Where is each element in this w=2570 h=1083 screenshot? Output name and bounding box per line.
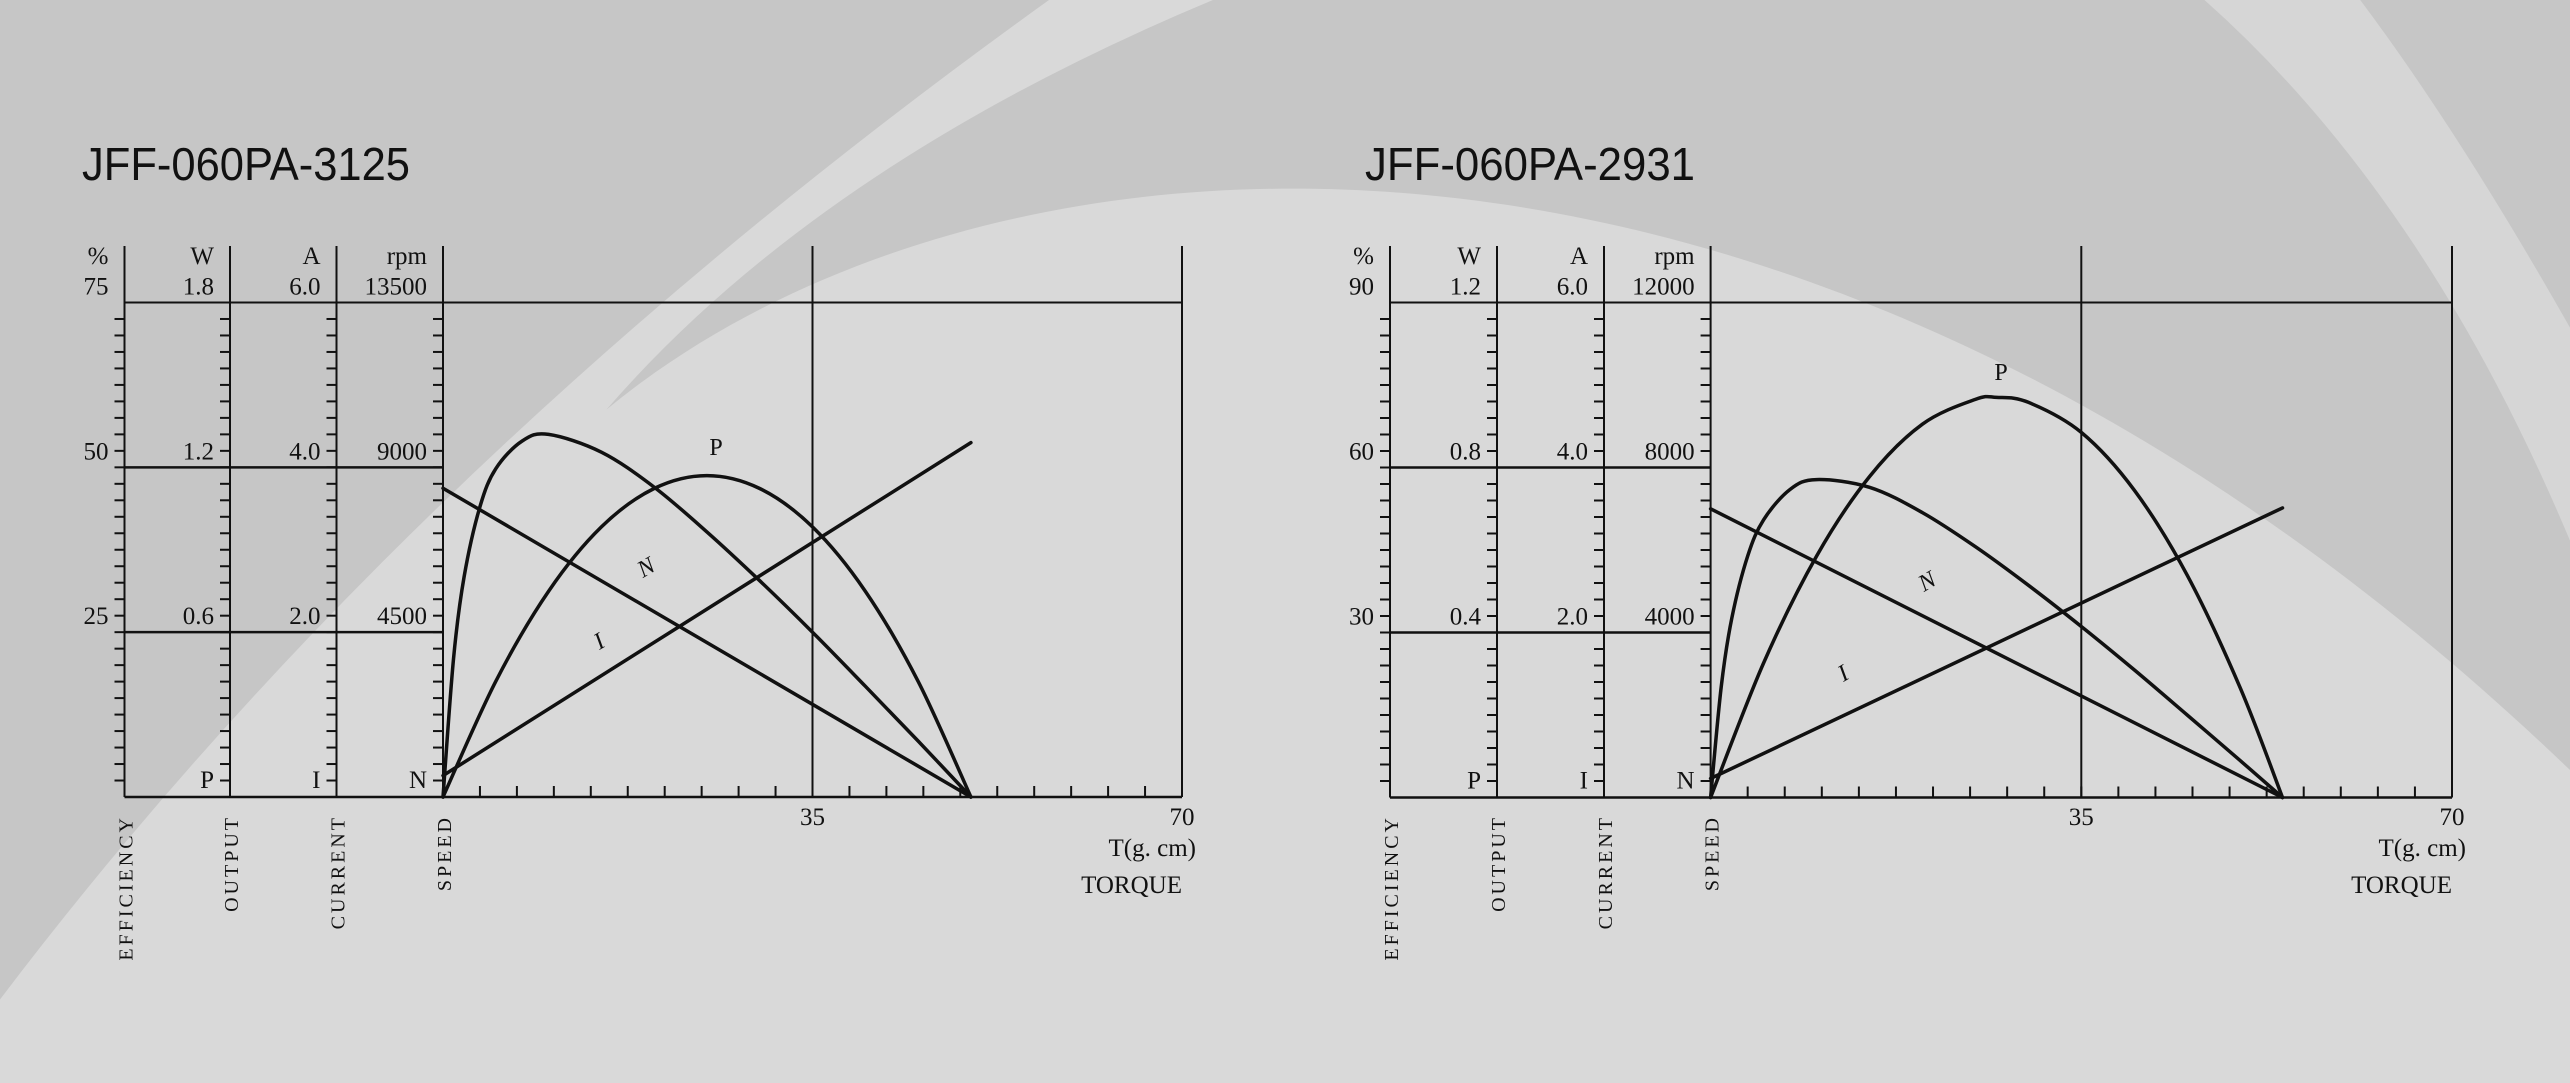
- series-speed-curve: [441, 486, 973, 799]
- axis-name-efficiency: EFFICIENCY: [116, 815, 138, 961]
- axis-name-efficiency: EFFICIENCY: [1381, 815, 1403, 961]
- y-tick-label: 1.8: [183, 274, 214, 301]
- axis-unit-output: W: [1457, 243, 1481, 270]
- axis-name-output: OUTPUT: [1488, 815, 1510, 912]
- y-tick-label: 90: [1349, 274, 1374, 301]
- axis-unit-efficiency: %: [88, 243, 109, 270]
- axis-unit-efficiency: %: [1353, 243, 1374, 270]
- axis-name-speed: SPEED: [434, 815, 456, 891]
- series-output-curve: [441, 473, 973, 799]
- y-tick-label: 1.2: [183, 438, 214, 465]
- chart-title: JFF-060PA-3125: [82, 138, 410, 190]
- series-label-current: I: [589, 628, 611, 656]
- background-band-top: [606, 0, 2570, 771]
- chart-title: JFF-060PA-2931: [1365, 138, 1695, 190]
- x-axis-label: T(g. cm): [2379, 835, 2466, 862]
- y-tick-label: 4.0: [1557, 439, 1588, 466]
- axis-unit-speed: rpm: [1654, 243, 1695, 270]
- axis-marker-speed: N: [1677, 768, 1695, 795]
- y-tick-label: 30: [1349, 604, 1374, 631]
- axis-name-output: OUTPUT: [221, 815, 243, 912]
- motor-chart: JFF-060PA-3125% 25 50 75 EFFICIENCY W 0.6 1.2 1.…: [82, 138, 1196, 961]
- x-tick-label: 35: [800, 804, 825, 831]
- x-tick-label: 35: [2069, 804, 2094, 831]
- background-stripe-right: [2204, 0, 2570, 541]
- series-current-curve: [441, 440, 973, 778]
- y-tick-label: 50: [84, 438, 109, 465]
- y-tick-label: 12000: [1632, 274, 1695, 301]
- series-speed-curve: [1708, 507, 2285, 800]
- background-band-left: [0, 0, 1049, 1000]
- axis-marker-output: P: [1467, 768, 1481, 795]
- y-tick-label: 9000: [377, 438, 427, 465]
- y-tick-label: 6.0: [289, 274, 320, 301]
- y-tick-label: 60: [1349, 439, 1374, 466]
- axis-marker-output: P: [200, 767, 214, 794]
- axis-unit-current: A: [302, 243, 320, 270]
- y-tick-label: 4.0: [289, 438, 320, 465]
- y-tick-label: 2.0: [1557, 604, 1588, 631]
- y-tick-label: 0.4: [1450, 604, 1482, 631]
- series-efficiency-curve: [441, 432, 973, 799]
- x-tick-label: 70: [2440, 804, 2465, 831]
- y-tick-label: 75: [84, 274, 109, 301]
- x-tick-label: 70: [1170, 804, 1195, 831]
- axis-name-speed: SPEED: [1702, 815, 1724, 891]
- series-label-speed: N: [1913, 566, 1942, 598]
- x-axis-name: TORQUE: [1081, 872, 1182, 899]
- y-tick-label: 25: [84, 603, 109, 630]
- series-label-current: I: [1833, 660, 1855, 688]
- y-tick-label: 6.0: [1557, 274, 1588, 301]
- x-axis-label: T(g. cm): [1109, 835, 1196, 862]
- series-output-curve: [1708, 394, 2285, 800]
- series-label-output: P: [709, 435, 722, 461]
- axis-name-current: CURRENT: [328, 815, 350, 929]
- axis-name-current: CURRENT: [1595, 815, 1617, 929]
- series-label-speed: N: [632, 552, 661, 584]
- y-tick-label: 8000: [1645, 439, 1695, 466]
- axis-marker-current: I: [1580, 768, 1588, 795]
- y-tick-label: 0.8: [1450, 439, 1481, 466]
- axis-marker-current: I: [312, 767, 320, 794]
- axis-unit-speed: rpm: [387, 243, 428, 270]
- axis-unit-output: W: [190, 243, 214, 270]
- y-tick-label: 0.6: [183, 603, 214, 630]
- y-tick-label: 4500: [377, 603, 427, 630]
- y-tick-label: 1.2: [1450, 274, 1481, 301]
- y-tick-label: 4000: [1645, 604, 1695, 631]
- motor-chart: JFF-060PA-2931% 30 60 90 EFFICIENCY W 0.4 0.8 1.…: [1349, 138, 2466, 961]
- y-tick-label: 13500: [365, 274, 428, 301]
- series-label-output: P: [1994, 360, 2007, 386]
- axis-unit-current: A: [1570, 243, 1588, 270]
- axis-marker-speed: N: [409, 767, 427, 794]
- series-current-curve: [1708, 506, 2285, 781]
- series-efficiency-curve: [1708, 477, 2285, 800]
- y-tick-label: 2.0: [289, 603, 320, 630]
- x-axis-name: TORQUE: [2351, 872, 2452, 899]
